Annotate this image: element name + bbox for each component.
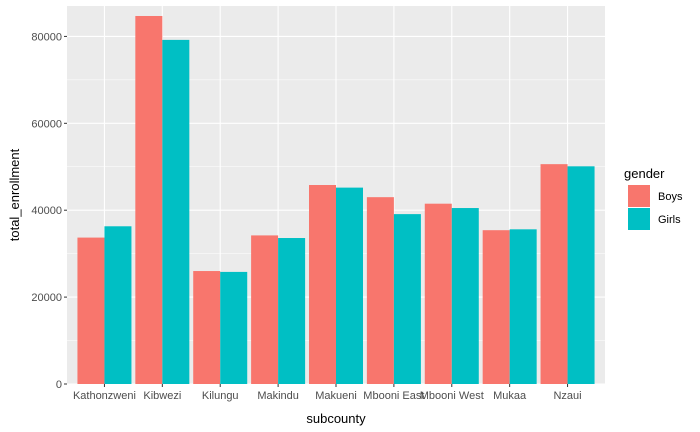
y-tick-label: 20000 (31, 292, 62, 304)
bar-boys-makueni (309, 185, 336, 384)
bars (77, 15, 595, 385)
x-tick-label: Kibwezi (143, 390, 181, 402)
x-tick-label: Mbooni West (420, 390, 484, 402)
bar-girls-nzaui (567, 166, 595, 384)
bar-girls-mukaa (509, 229, 537, 384)
bar-girls-mbooni-west (451, 208, 479, 384)
bar-girls-kibwezi (162, 39, 190, 385)
y-tick-label: 0 (56, 379, 62, 391)
bar-boys-kibwezi (135, 15, 163, 384)
legend-label-girls: Girls (658, 214, 681, 226)
bar-boys-kilungu (193, 271, 221, 384)
bar-girls-makindu (278, 238, 306, 384)
x-axis-title: subcounty (306, 411, 366, 426)
y-tick-label: 60000 (31, 118, 62, 130)
x-tick-label: Kathonzweni (73, 390, 136, 402)
bar-boys-mukaa (482, 230, 510, 384)
x-tick-label: Makueni (315, 390, 357, 402)
bar-girls-mbooni-east (393, 214, 421, 384)
y-axis: 0 20000 40000 60000 80000 (31, 31, 67, 391)
bar-girls-makueni (336, 187, 363, 384)
bar-boys-makindu (251, 235, 279, 384)
y-tick-label: 80000 (31, 31, 62, 43)
bar-boys-nzaui (540, 164, 568, 384)
x-tick-label: Kilungu (202, 390, 239, 402)
legend-key-girls (628, 208, 650, 230)
bar-boys-kathonzweni (77, 237, 105, 384)
bar-girls-kilungu (220, 271, 248, 384)
bar-girls-kathonzweni (104, 226, 132, 384)
bar-boys-mbooni-west (424, 203, 452, 384)
y-axis-title: total_enrollment (7, 148, 22, 241)
x-tick-label: Makindu (257, 390, 299, 402)
x-tick-label: Mbooni East (363, 390, 424, 402)
legend-title: gender (624, 166, 665, 181)
legend: gender Boys Girls (624, 166, 683, 230)
x-axis: Kathonzweni Kibwezi Kilungu Makindu Makueni M… (73, 384, 582, 402)
legend-label-boys: Boys (658, 191, 683, 203)
bar-boys-mbooni-east (366, 197, 394, 384)
x-tick-label: Mukaa (493, 390, 527, 402)
y-tick-label: 40000 (31, 205, 62, 217)
legend-key-boys (628, 185, 650, 207)
x-tick-label: Nzaui (553, 390, 581, 402)
